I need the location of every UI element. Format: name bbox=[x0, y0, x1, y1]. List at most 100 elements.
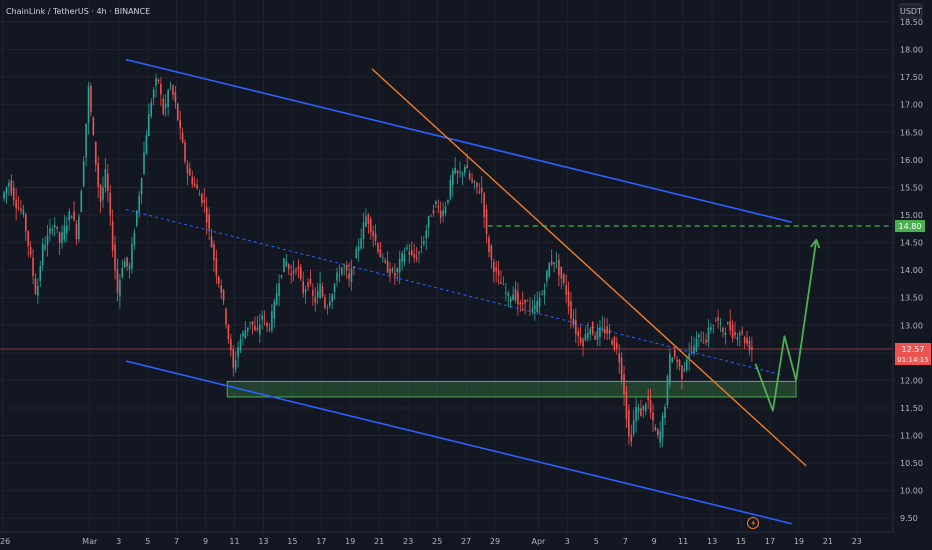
candle[interactable] bbox=[295, 267, 297, 276]
candle[interactable] bbox=[285, 253, 288, 268]
candle[interactable] bbox=[51, 225, 54, 236]
candle[interactable] bbox=[365, 208, 367, 228]
candle[interactable] bbox=[456, 169, 459, 185]
candle[interactable] bbox=[80, 189, 83, 213]
candle[interactable] bbox=[150, 98, 153, 119]
candle[interactable] bbox=[572, 309, 575, 329]
candle[interactable] bbox=[398, 251, 401, 285]
candle[interactable] bbox=[736, 332, 739, 346]
candle[interactable] bbox=[649, 388, 652, 419]
candle[interactable] bbox=[517, 282, 519, 316]
candle[interactable] bbox=[601, 315, 604, 333]
candle[interactable] bbox=[338, 264, 341, 283]
candle[interactable] bbox=[191, 170, 194, 189]
candle[interactable] bbox=[459, 161, 461, 178]
candle[interactable] bbox=[198, 189, 201, 196]
candle[interactable] bbox=[553, 262, 555, 273]
candle[interactable] bbox=[529, 297, 531, 316]
candle[interactable] bbox=[20, 200, 22, 215]
candle[interactable] bbox=[630, 425, 633, 447]
candle[interactable] bbox=[435, 200, 437, 208]
candle[interactable] bbox=[430, 214, 432, 217]
candle[interactable] bbox=[287, 263, 290, 276]
candle[interactable] bbox=[734, 321, 736, 340]
candle[interactable] bbox=[478, 183, 481, 195]
candle[interactable] bbox=[729, 309, 731, 336]
candle[interactable] bbox=[34, 273, 37, 296]
candle[interactable] bbox=[500, 270, 502, 285]
candle[interactable] bbox=[273, 298, 276, 328]
projection-path[interactable] bbox=[754, 239, 818, 412]
candle[interactable] bbox=[193, 176, 196, 188]
candle[interactable] bbox=[420, 236, 423, 254]
candle[interactable] bbox=[591, 321, 594, 336]
candle[interactable] bbox=[671, 357, 674, 363]
candle[interactable] bbox=[5, 186, 8, 205]
currency-box[interactable] bbox=[899, 3, 923, 19]
candle[interactable] bbox=[384, 257, 387, 265]
candle[interactable] bbox=[521, 291, 524, 311]
candle[interactable] bbox=[215, 249, 218, 285]
candle[interactable] bbox=[176, 102, 179, 122]
candle[interactable] bbox=[49, 218, 51, 242]
candle[interactable] bbox=[579, 325, 582, 346]
candle[interactable] bbox=[599, 320, 601, 347]
candle[interactable] bbox=[666, 373, 669, 409]
candle[interactable] bbox=[685, 357, 688, 373]
candle[interactable] bbox=[594, 331, 596, 341]
candle[interactable] bbox=[107, 164, 109, 203]
candle[interactable] bbox=[382, 253, 384, 263]
candle[interactable] bbox=[743, 335, 746, 349]
candle[interactable] bbox=[425, 224, 428, 250]
candle[interactable] bbox=[307, 278, 309, 291]
candle[interactable] bbox=[676, 355, 678, 370]
candle[interactable] bbox=[700, 330, 703, 343]
candle[interactable] bbox=[374, 224, 377, 246]
candle[interactable] bbox=[58, 231, 61, 256]
candle[interactable] bbox=[558, 254, 560, 287]
candle[interactable] bbox=[155, 73, 157, 98]
candle[interactable] bbox=[160, 76, 162, 106]
candle[interactable] bbox=[751, 337, 753, 362]
candle[interactable] bbox=[565, 274, 567, 304]
candle[interactable] bbox=[249, 322, 251, 330]
candle[interactable] bbox=[97, 156, 99, 198]
candle[interactable] bbox=[587, 322, 589, 342]
candle[interactable] bbox=[244, 321, 247, 340]
candle[interactable] bbox=[205, 197, 208, 235]
candle[interactable] bbox=[201, 192, 203, 208]
candle[interactable] bbox=[309, 269, 312, 287]
candle[interactable] bbox=[225, 307, 227, 329]
candle[interactable] bbox=[68, 208, 71, 231]
candle[interactable] bbox=[87, 81, 90, 135]
channel-mid-line[interactable] bbox=[125, 209, 782, 376]
candle[interactable] bbox=[705, 333, 707, 346]
candle[interactable] bbox=[254, 316, 256, 332]
candle[interactable] bbox=[606, 317, 608, 341]
candle[interactable] bbox=[408, 243, 411, 264]
candle[interactable] bbox=[217, 275, 220, 288]
candle[interactable] bbox=[133, 228, 136, 250]
candle[interactable] bbox=[492, 258, 495, 283]
candle[interactable] bbox=[331, 293, 333, 310]
candle[interactable] bbox=[121, 259, 124, 279]
candle[interactable] bbox=[603, 317, 606, 340]
candle[interactable] bbox=[280, 274, 283, 280]
candle[interactable] bbox=[44, 236, 46, 252]
candle[interactable] bbox=[222, 288, 225, 305]
candle[interactable] bbox=[167, 88, 169, 116]
candle[interactable] bbox=[710, 323, 712, 334]
candle[interactable] bbox=[246, 327, 249, 337]
candle[interactable] bbox=[271, 303, 273, 334]
support-zone[interactable] bbox=[226, 380, 797, 398]
candle[interactable] bbox=[490, 243, 493, 269]
candle[interactable] bbox=[413, 244, 415, 263]
candle[interactable] bbox=[302, 271, 305, 298]
candle[interactable] bbox=[210, 228, 213, 248]
candle[interactable] bbox=[263, 310, 266, 326]
candle[interactable] bbox=[32, 248, 34, 285]
candle[interactable] bbox=[461, 171, 464, 185]
candle[interactable] bbox=[239, 333, 242, 354]
candle[interactable] bbox=[283, 258, 285, 273]
candle[interactable] bbox=[543, 283, 546, 305]
